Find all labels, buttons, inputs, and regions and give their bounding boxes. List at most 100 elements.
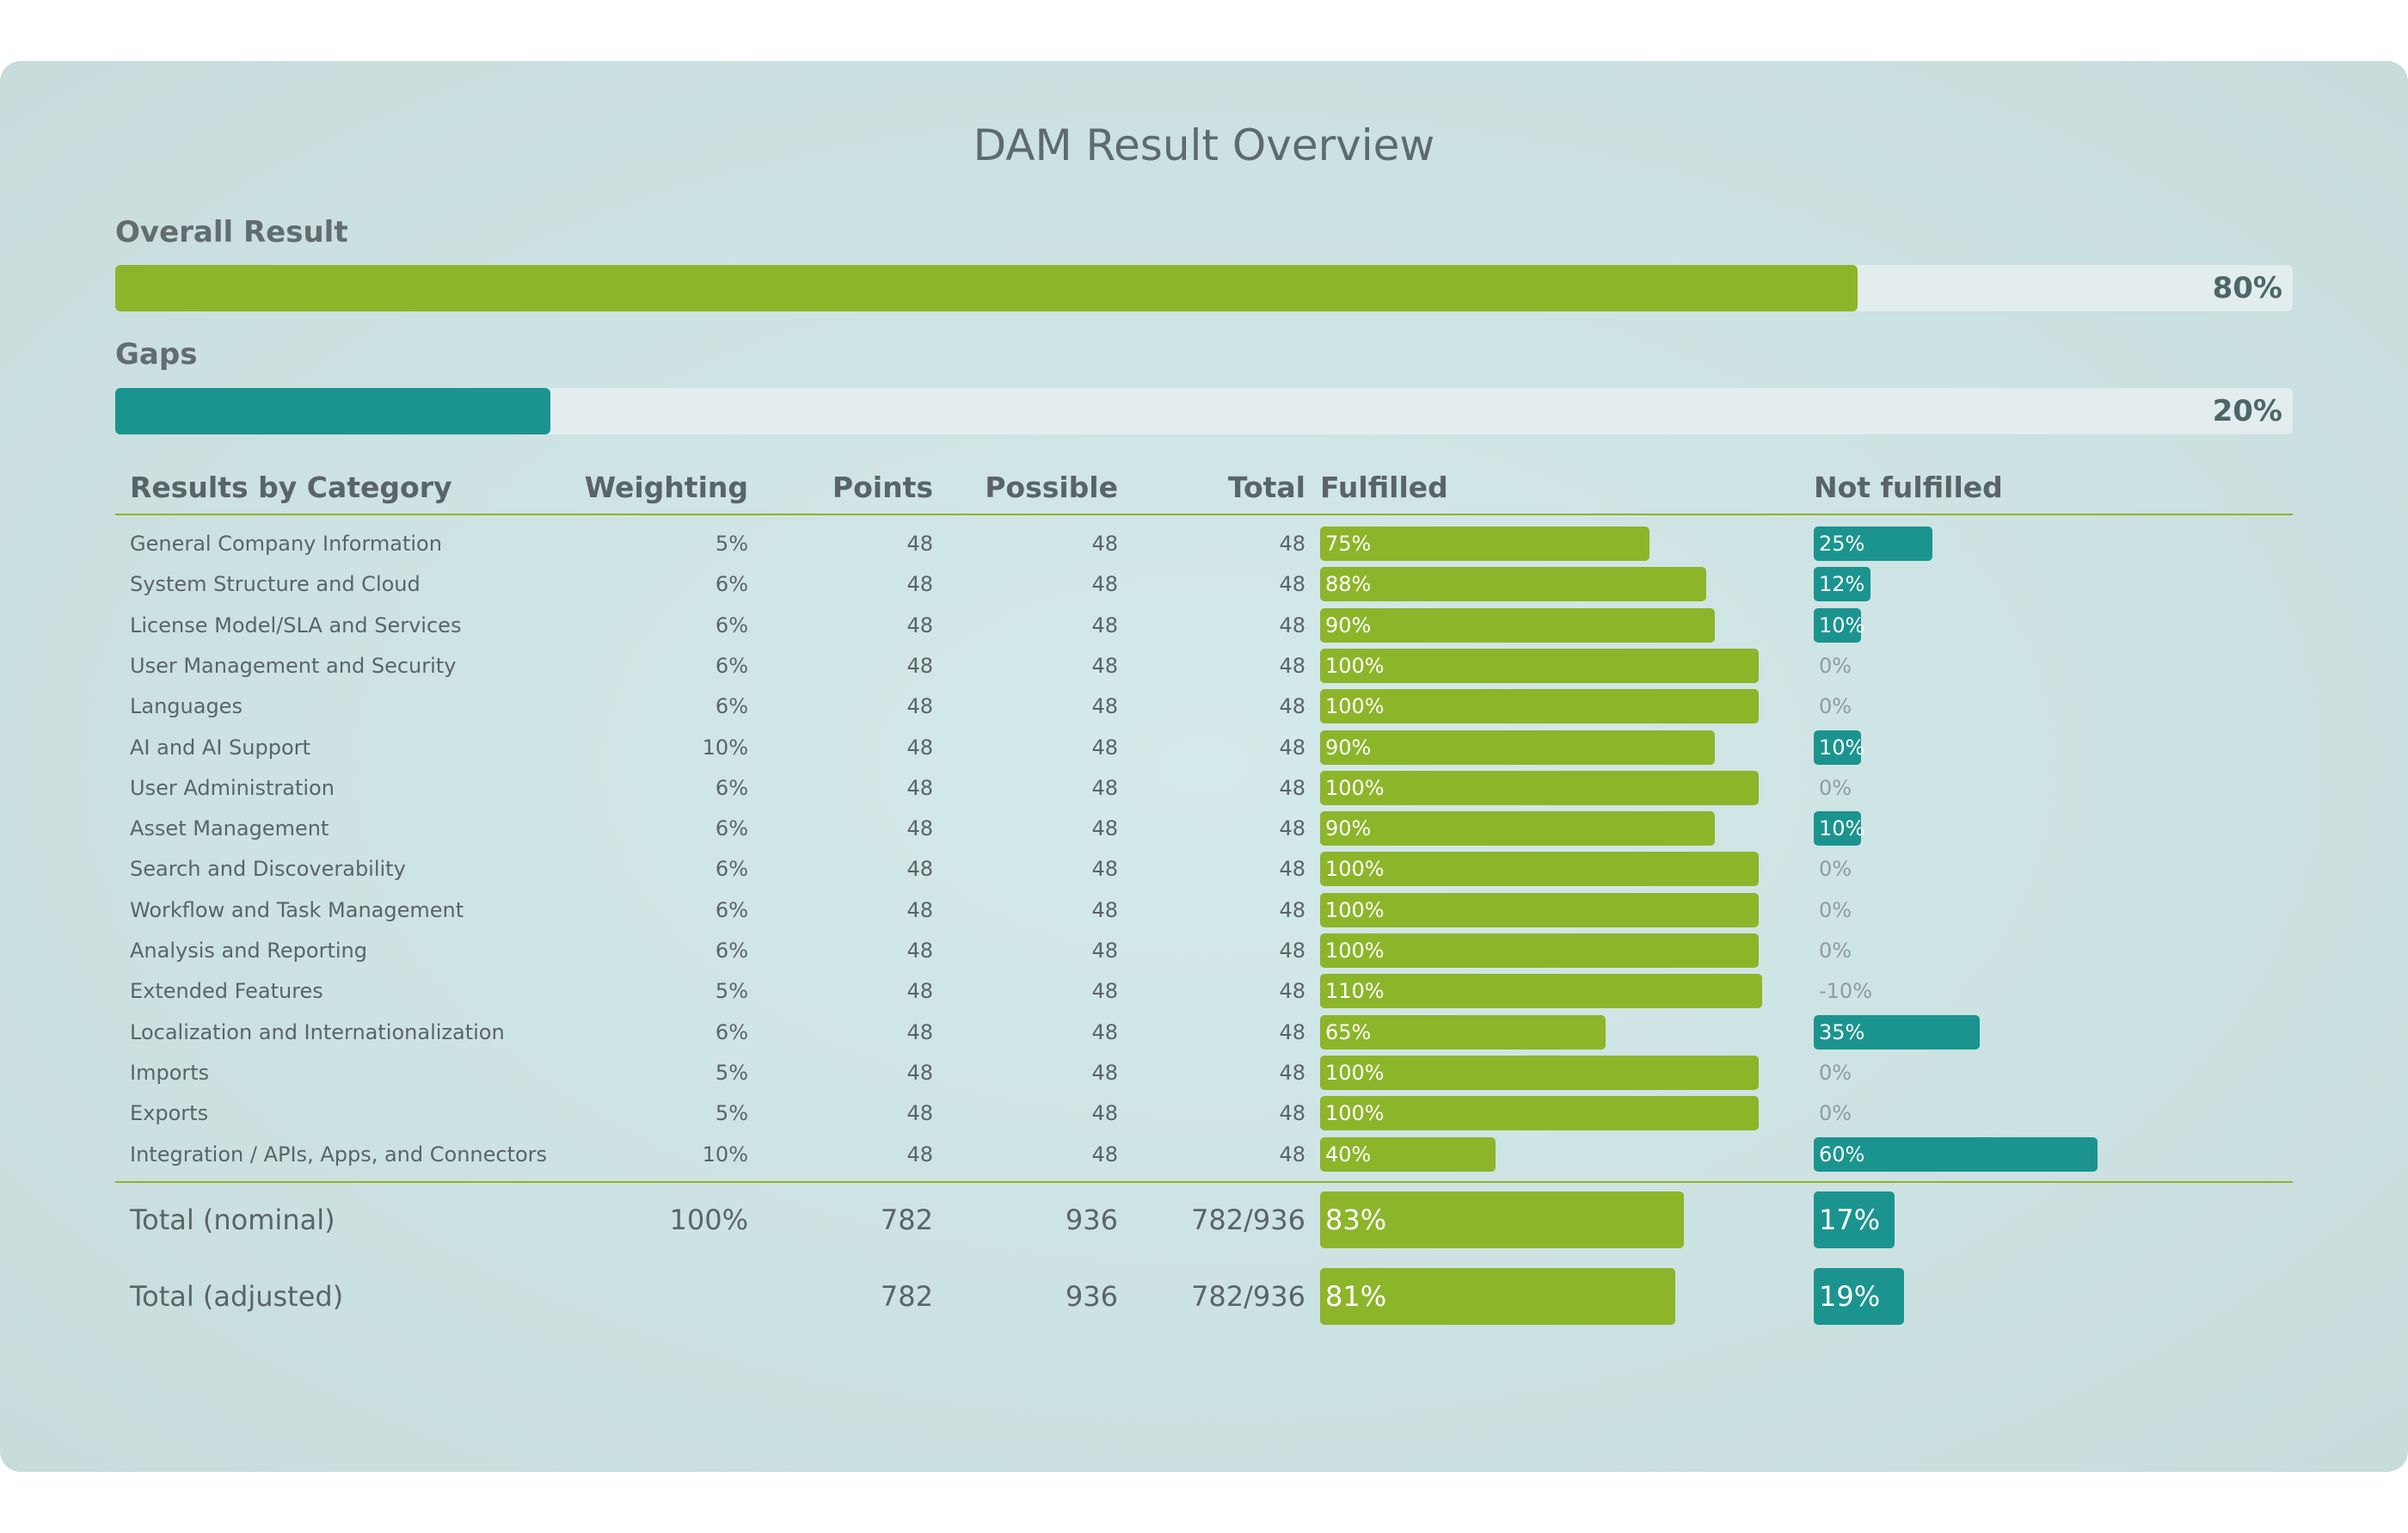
gaps-bar (115, 388, 551, 434)
fulfilled-percent: 100% (1325, 653, 1385, 678)
not-fulfilled-percent: 0% (1819, 1060, 1852, 1085)
row-category: Integration / APIs, Apps, and Connectors (130, 1142, 548, 1167)
row-category: Localization and Internationalization (130, 1019, 505, 1044)
gaps-percent: 20% (2212, 394, 2282, 428)
row-total: 48 (1279, 1019, 1305, 1044)
header-total: Total (1227, 471, 1305, 504)
not-fulfilled-percent: 10% (1819, 816, 1865, 841)
row-points: 48 (906, 1019, 933, 1044)
row-weighting: 6% (715, 939, 748, 963)
row-points: 48 (906, 979, 933, 1004)
not-fulfilled-percent: 60% (1819, 1142, 1865, 1167)
fulfilled-bar (1320, 648, 1759, 683)
row-weighting: 10% (702, 1142, 748, 1167)
row-weighting: 6% (715, 613, 748, 637)
row-points: 782 (880, 1204, 933, 1236)
not-fulfilled-percent: 0% (1819, 1101, 1852, 1126)
overall-result-percent: 80% (2212, 271, 2282, 305)
fulfilled-percent: 40% (1325, 1142, 1372, 1167)
not-fulfilled-bar (1814, 811, 1861, 847)
row-total: 48 (1279, 979, 1305, 1004)
row-possible: 48 (1091, 816, 1118, 841)
overall-result-label: Overall Result (115, 215, 348, 249)
row-total: 48 (1279, 939, 1305, 963)
fulfilled-bar (1320, 811, 1715, 847)
row-points: 48 (906, 857, 933, 882)
fulfilled-bar (1320, 689, 1759, 724)
not-fulfilled-percent: -10% (1819, 979, 1873, 1004)
row-total: 48 (1279, 897, 1305, 922)
row-points: 782 (880, 1280, 933, 1313)
fulfilled-bar (1320, 974, 1762, 1009)
fulfilled-percent: 65% (1325, 1019, 1372, 1044)
fulfilled-percent: 100% (1325, 1101, 1385, 1126)
fulfilled-percent: 100% (1325, 775, 1385, 800)
row-category: Imports (130, 1060, 210, 1085)
overall-result-bar (115, 265, 1858, 311)
row-weighting: 5% (715, 532, 748, 556)
not-fulfilled-bar (1814, 1268, 1904, 1325)
header-divider (115, 514, 2293, 515)
fulfilled-percent: 90% (1325, 816, 1372, 841)
not-fulfilled-percent: 25% (1819, 532, 1865, 556)
header-not-fulfilled: Not fulfilled (1814, 471, 2003, 504)
not-fulfilled-percent: 0% (1819, 897, 1852, 922)
not-fulfilled-percent: 0% (1819, 857, 1852, 882)
row-category: Search and Discoverability (130, 857, 406, 882)
row-possible: 48 (1091, 653, 1118, 678)
fulfilled-bar (1320, 526, 1649, 561)
fulfilled-percent: 100% (1325, 694, 1385, 719)
row-points: 48 (906, 572, 933, 597)
row-total: 48 (1279, 653, 1305, 678)
fulfilled-bar (1320, 1055, 1759, 1090)
row-category: Exports (130, 1101, 209, 1126)
row-points: 48 (906, 613, 933, 637)
header-category: Results by Category (130, 471, 452, 504)
fulfilled-bar (1320, 1014, 1606, 1050)
fulfilled-bar (1320, 852, 1759, 887)
fulfilled-bar (1320, 1191, 1685, 1248)
fulfilled-percent: 100% (1325, 1060, 1385, 1085)
page-title: DAM Result Overview (973, 120, 1435, 170)
header-points: Points (832, 471, 933, 504)
fulfilled-bar (1320, 1096, 1759, 1131)
row-category: AI and AI Support (130, 735, 310, 760)
row-category: License Model/SLA and Services (130, 613, 462, 637)
not-fulfilled-percent: 0% (1819, 653, 1852, 678)
row-possible: 936 (1065, 1204, 1118, 1236)
row-category: Analysis and Reporting (130, 939, 367, 963)
row-category: Workflow and Task Management (130, 897, 464, 922)
not-fulfilled-percent: 10% (1819, 613, 1865, 637)
header-possible: Possible (985, 471, 1118, 504)
row-points: 48 (906, 897, 933, 922)
row-weighting: 6% (715, 572, 748, 597)
row-possible: 48 (1091, 897, 1118, 922)
fulfilled-bar (1320, 730, 1715, 765)
fulfilled-percent: 90% (1325, 613, 1372, 637)
row-points: 48 (906, 939, 933, 963)
row-points: 48 (906, 653, 933, 678)
row-points: 48 (906, 694, 933, 719)
row-points: 48 (906, 1060, 933, 1085)
fulfilled-bar (1320, 567, 1706, 602)
row-total: 48 (1279, 735, 1305, 760)
not-fulfilled-percent: 35% (1819, 1019, 1865, 1044)
row-total: 48 (1279, 816, 1305, 841)
not-fulfilled-bar (1814, 526, 1932, 561)
row-category: User Administration (130, 775, 335, 800)
row-possible: 48 (1091, 979, 1118, 1004)
row-points: 48 (906, 532, 933, 556)
row-points: 48 (906, 735, 933, 760)
row-possible: 48 (1091, 775, 1118, 800)
header-weighting: Weighting (584, 471, 748, 504)
not-fulfilled-percent: 12% (1819, 572, 1865, 597)
row-weighting: 100% (669, 1204, 748, 1236)
fulfilled-percent: 100% (1325, 857, 1385, 882)
not-fulfilled-bar (1814, 607, 1861, 643)
fulfilled-percent: 90% (1325, 735, 1372, 760)
total-label: Total (adjusted) (130, 1280, 344, 1313)
not-fulfilled-percent: 0% (1819, 694, 1852, 719)
row-category: Asset Management (130, 816, 329, 841)
row-weighting: 6% (715, 1019, 748, 1044)
row-possible: 48 (1091, 1142, 1118, 1167)
